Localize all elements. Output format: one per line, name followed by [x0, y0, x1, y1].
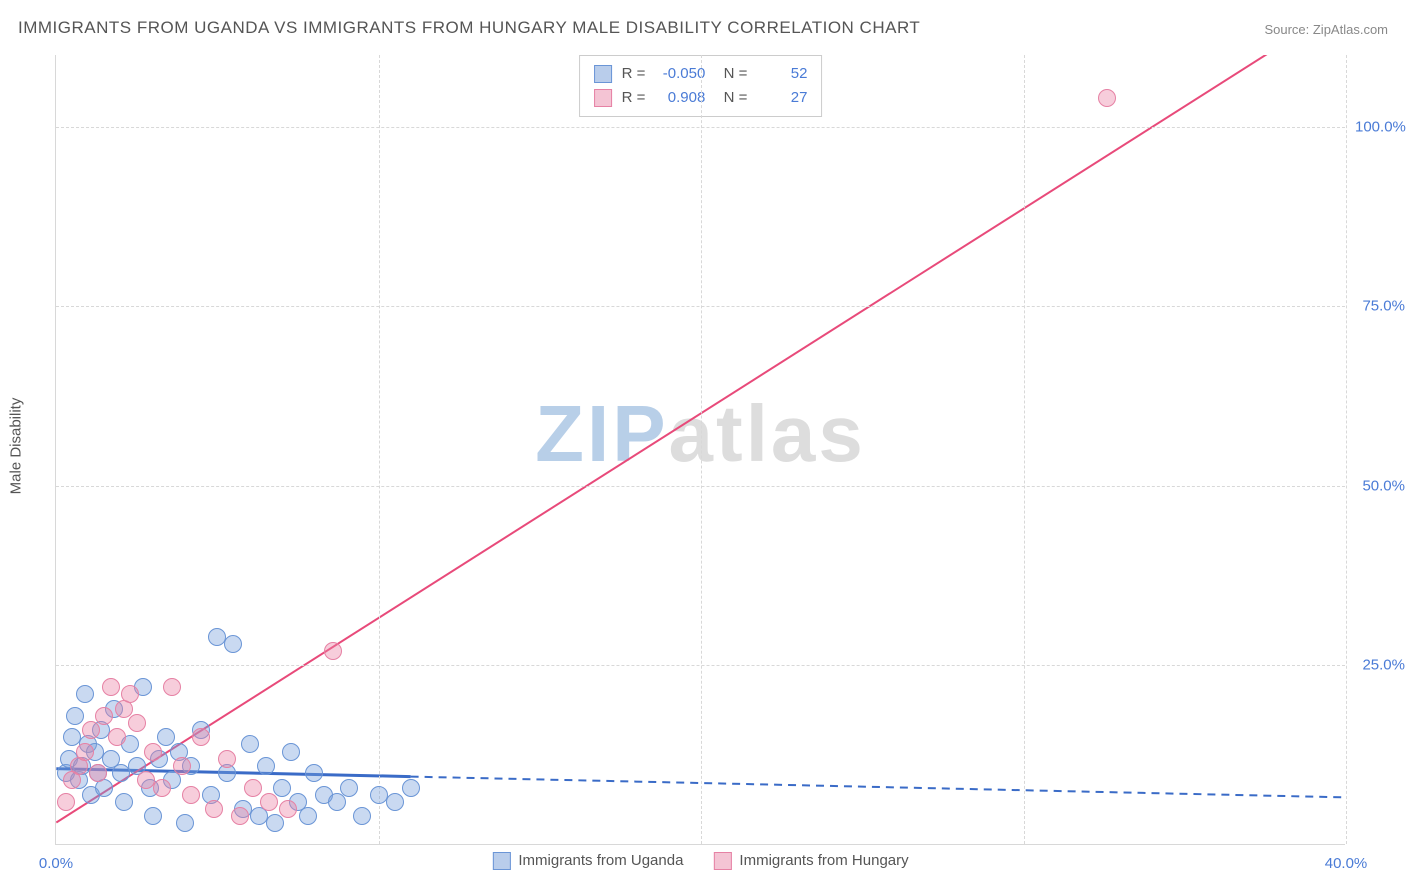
data-point — [102, 678, 120, 696]
legend-swatch — [492, 852, 510, 870]
data-point — [305, 764, 323, 782]
stat-value-n: 27 — [757, 86, 807, 110]
data-point — [328, 793, 346, 811]
legend-swatch — [594, 65, 612, 83]
data-point — [89, 764, 107, 782]
data-point — [182, 786, 200, 804]
y-axis-label: Male Disability — [8, 398, 25, 495]
legend-item: Immigrants from Uganda — [492, 852, 683, 870]
plot-area: ZIPatlas R =-0.050 N =52R =0.908 N =27 I… — [55, 55, 1345, 845]
data-point — [299, 807, 317, 825]
data-point — [205, 800, 223, 818]
legend-label: Immigrants from Uganda — [518, 852, 683, 869]
stat-value-r: 0.908 — [655, 86, 705, 110]
data-point — [353, 807, 371, 825]
gridline-v — [1024, 55, 1025, 844]
data-point — [231, 807, 249, 825]
stat-label-n: N = — [715, 86, 747, 110]
data-point — [95, 707, 113, 725]
stat-value-n: 52 — [757, 62, 807, 86]
data-point — [57, 793, 75, 811]
source-attribution: Source: ZipAtlas.com — [1264, 22, 1388, 37]
data-point — [340, 779, 358, 797]
data-point — [157, 728, 175, 746]
data-point — [402, 779, 420, 797]
data-point — [1098, 89, 1116, 107]
data-point — [192, 728, 210, 746]
y-tick-label: 50.0% — [1355, 477, 1405, 494]
data-point — [163, 678, 181, 696]
gridline-v — [1346, 55, 1347, 844]
data-point — [144, 743, 162, 761]
data-point — [324, 642, 342, 660]
data-point — [266, 814, 284, 832]
stat-label-n: N = — [715, 62, 747, 86]
legend-item: Immigrants from Hungary — [713, 852, 908, 870]
data-point — [144, 807, 162, 825]
data-point — [257, 757, 275, 775]
data-point — [173, 757, 191, 775]
legend-swatch — [713, 852, 731, 870]
data-point — [244, 779, 262, 797]
data-point — [176, 814, 194, 832]
data-point — [218, 750, 236, 768]
gridline-v — [701, 55, 702, 844]
data-point — [82, 721, 100, 739]
data-point — [282, 743, 300, 761]
legend-label: Immigrants from Hungary — [739, 852, 908, 869]
stat-value-r: -0.050 — [655, 62, 705, 86]
data-point — [224, 635, 242, 653]
x-tick-label: 0.0% — [39, 855, 73, 872]
data-point — [273, 779, 291, 797]
watermark-zip: ZIP — [535, 389, 668, 478]
data-point — [115, 793, 133, 811]
trend-line-dashed — [411, 777, 1345, 798]
y-tick-label: 100.0% — [1355, 118, 1405, 135]
data-point — [76, 685, 94, 703]
data-point — [279, 800, 297, 818]
y-tick-label: 25.0% — [1355, 657, 1405, 674]
data-point — [386, 793, 404, 811]
data-point — [241, 735, 259, 753]
x-tick-label: 40.0% — [1325, 855, 1368, 872]
data-point — [66, 707, 84, 725]
data-point — [108, 728, 126, 746]
gridline-v — [379, 55, 380, 844]
data-point — [153, 779, 171, 797]
data-point — [121, 685, 139, 703]
legend-swatch — [594, 89, 612, 107]
data-point — [260, 793, 278, 811]
y-tick-label: 75.0% — [1355, 298, 1405, 315]
series-legend: Immigrants from Uganda Immigrants from Hu… — [492, 852, 908, 870]
stat-label-r: R = — [622, 62, 646, 86]
watermark-atlas: atlas — [669, 389, 866, 478]
stat-label-r: R = — [622, 86, 646, 110]
chart-title: IMMIGRANTS FROM UGANDA VS IMMIGRANTS FRO… — [18, 18, 920, 38]
data-point — [76, 743, 94, 761]
data-point — [128, 714, 146, 732]
